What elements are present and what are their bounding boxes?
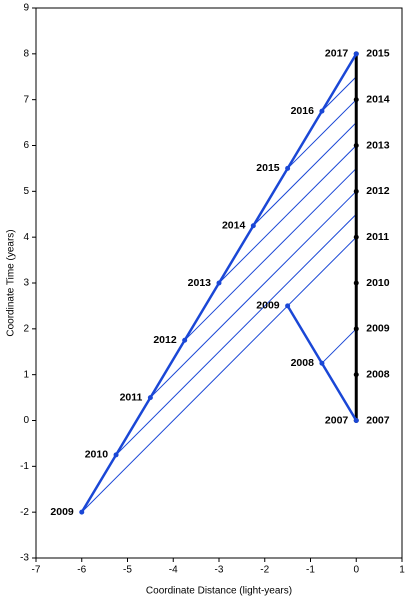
light-signal — [287, 99, 357, 169]
light-signal — [321, 328, 357, 364]
point — [353, 372, 359, 378]
point — [285, 303, 291, 309]
x-axis-label: Coordinate Distance (light-years) — [146, 586, 292, 597]
x-tick-label: -5 — [123, 565, 132, 576]
point-label: 2010 — [366, 277, 390, 289]
y-tick-label: -1 — [20, 461, 29, 472]
point — [113, 452, 119, 458]
point — [353, 143, 359, 148]
y-tick-label: 4 — [23, 232, 29, 243]
y-tick-label: 8 — [23, 48, 29, 59]
point-label: 2012 — [366, 185, 390, 197]
y-tick-label: 9 — [23, 3, 29, 14]
y-tick-label: 1 — [23, 369, 29, 380]
point-label: 2009 — [366, 323, 390, 335]
light-signal — [321, 76, 357, 112]
point — [319, 108, 325, 114]
y-tick-label: 3 — [23, 278, 29, 289]
y-tick-label: -2 — [20, 507, 29, 518]
light-signal — [115, 213, 357, 456]
point-label: 2008 — [291, 357, 315, 369]
point-label: 2008 — [366, 368, 390, 380]
x-tick-label: -2 — [260, 565, 269, 576]
x-tick-label: -1 — [306, 565, 315, 576]
point-label: 2009 — [256, 300, 280, 312]
point-label: 2013 — [366, 139, 390, 151]
point-label: 2012 — [153, 334, 177, 346]
point — [250, 223, 256, 229]
point — [319, 360, 325, 366]
point-label: 2007 — [325, 414, 349, 426]
x-tick-label: 1 — [399, 565, 405, 576]
y-tick-label: -3 — [20, 553, 29, 564]
light-signal — [150, 190, 357, 398]
point-label: 2011 — [366, 231, 389, 243]
point-label: 2013 — [188, 277, 212, 289]
point-label: 2009 — [50, 506, 74, 518]
point — [147, 395, 153, 401]
point — [182, 337, 188, 343]
y-tick-label: 2 — [23, 323, 29, 334]
point — [79, 509, 85, 515]
point-label: 2010 — [85, 449, 109, 461]
x-tick-label: -3 — [215, 565, 224, 576]
point — [353, 51, 359, 57]
light-signal — [218, 145, 357, 284]
x-tick-label: -6 — [77, 565, 86, 576]
point — [353, 326, 359, 332]
y-tick-label: 0 — [23, 415, 29, 426]
light-signal — [184, 168, 357, 341]
point — [353, 234, 359, 240]
point — [353, 97, 359, 103]
point-label: 2014 — [222, 219, 246, 231]
x-tick-label: 0 — [353, 565, 359, 576]
point-label: 2015 — [256, 162, 280, 174]
point — [353, 280, 359, 286]
point — [353, 188, 359, 194]
x-tick-label: -7 — [32, 565, 41, 576]
point-label: 2014 — [366, 93, 390, 105]
light-signal — [252, 122, 357, 227]
y-tick-label: 5 — [23, 186, 29, 197]
point — [216, 280, 222, 286]
point — [285, 165, 291, 171]
point-label: 2011 — [120, 391, 143, 403]
point-label: 2007 — [366, 414, 390, 426]
y-tick-label: 7 — [23, 94, 29, 105]
point-label: 2016 — [291, 105, 315, 117]
y-tick-label: 6 — [23, 140, 29, 151]
point-label: 2015 — [366, 48, 390, 60]
light-signal — [81, 236, 357, 513]
x-tick-label: -4 — [169, 565, 178, 576]
point — [353, 418, 359, 423]
point-label: 2017 — [325, 48, 349, 60]
y-axis-label: Coordinate Time (years) — [6, 229, 17, 336]
